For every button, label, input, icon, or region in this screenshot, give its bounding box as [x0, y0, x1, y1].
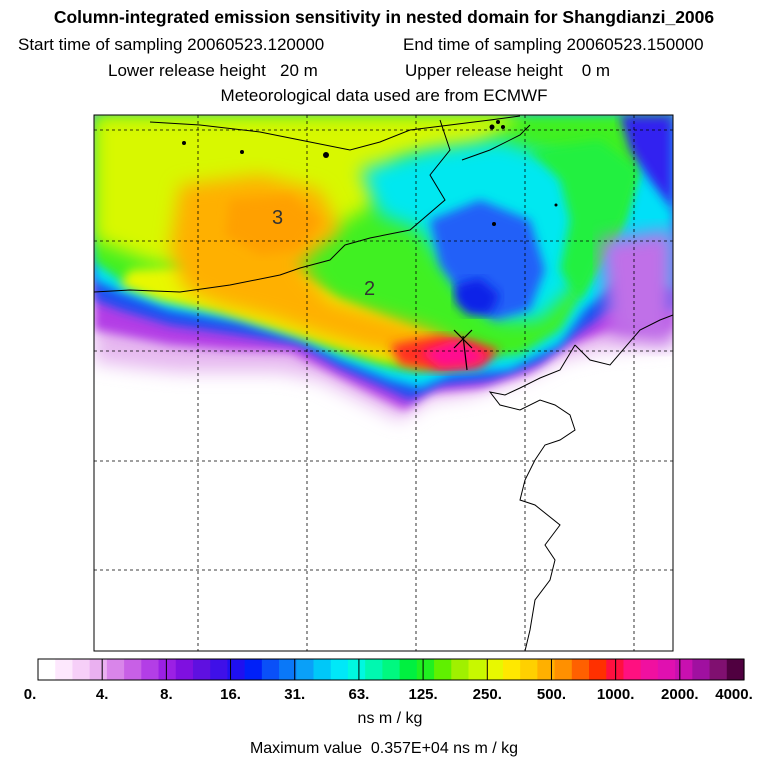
end-time-line: End time of sampling 20060523.150000: [403, 35, 704, 55]
colorbar-swatch: [192, 659, 211, 680]
colorbar-swatch: [675, 659, 693, 680]
upper-height-value: 0 m: [581, 61, 611, 80]
contour-label-3: 3: [272, 207, 284, 229]
max-value-line: Maximum value 0.357E+04 ns m / kg: [0, 740, 768, 758]
colorbar-swatch: [365, 659, 383, 680]
max-value-label: Maximum value: [249, 740, 362, 757]
colorbar-tick-label: 250.: [472, 686, 502, 703]
colorbar-swatch: [72, 659, 91, 680]
colorbar-tick-label: 500.: [536, 686, 567, 703]
colorbar-swatch: [124, 659, 142, 680]
receptor-marker: [453, 329, 473, 371]
start-time-value: 20060523.120000: [187, 35, 325, 54]
colorbar-swatch: [434, 659, 452, 680]
colorbar-swatch: [106, 659, 125, 680]
field-right-fringe: [600, 230, 673, 345]
colorbar-swatch: [279, 659, 297, 680]
met-data-line: Meteorological data used are from ECMWF: [220, 86, 548, 105]
colorbar-swatch: [554, 659, 573, 680]
colorbar-swatch: [261, 659, 280, 680]
colorbar-swatch: [726, 659, 745, 680]
colorbar-swatch: [657, 659, 676, 680]
lower-height-line: Lower release height 20 m: [108, 61, 318, 81]
colorbar-swatch: [38, 659, 56, 680]
field-blue-core: [455, 278, 500, 315]
colorbar-tick-label: 4.: [95, 686, 109, 703]
colorbar-swatch: [640, 659, 659, 680]
chart-title: Column-integrated emission sensitivity i…: [53, 7, 715, 27]
upper-height-line: Upper release height 0 m: [405, 61, 610, 81]
colorbar-swatch: [537, 659, 556, 680]
colorbar-swatch: [589, 659, 607, 680]
colorbar-swatch: [141, 659, 160, 680]
colorbar-swatch: [89, 659, 108, 680]
sensitivity-field: [94, 115, 673, 420]
colorbar-swatch: [296, 659, 315, 680]
contour-label-2: 2: [364, 278, 376, 300]
field-orange-core: [225, 195, 320, 255]
colorbar: [37, 658, 745, 681]
field-magenta-core: [420, 340, 490, 368]
map-borders: [93, 115, 674, 652]
colorbar-swatch: [571, 659, 590, 680]
colorbar-swatch: [227, 659, 246, 680]
colorbar-swatch: [175, 659, 194, 680]
map-grid: [94, 115, 673, 651]
plot-frame: [93, 114, 674, 652]
colorbar-swatch: [451, 659, 470, 680]
colorbar-swatch: [709, 659, 728, 680]
colorbar-unit: ns m / kg: [357, 710, 423, 727]
lower-height-label: Lower release height: [108, 61, 266, 80]
colorbar-swatch: [692, 659, 711, 680]
colorbar-swatch: [55, 659, 74, 680]
colorbar-tick-label: 125.: [408, 686, 438, 703]
colorbar-tick-label: 31.: [284, 686, 306, 703]
colorbar-swatch: [623, 659, 642, 680]
lower-height-value: 20 m: [280, 61, 318, 80]
colorbar-swatch: [382, 659, 401, 680]
map-islands: [182, 120, 558, 226]
colorbar-tick-label: 63.: [348, 686, 370, 703]
field-green-arc: [530, 140, 640, 300]
colorbar-swatch: [416, 659, 435, 680]
max-value: 0.357E+04 ns m / kg: [370, 740, 519, 757]
colorbar-swatch: [347, 659, 366, 680]
colorbar-swatch: [330, 659, 349, 680]
start-time-line: Start time of sampling 20060523.120000: [18, 35, 324, 55]
colorbar-swatch: [399, 659, 418, 680]
colorbar-swatch: [502, 659, 521, 680]
end-time-label: End time of sampling: [403, 35, 562, 54]
field-corner-blue: [620, 115, 673, 210]
colorbar-swatch: [210, 659, 229, 680]
colorbar-tick-label: 2000.: [661, 686, 699, 703]
colorbar-swatch: [485, 659, 504, 680]
colorbar-swatch: [244, 659, 263, 680]
end-time-value: 20060523.150000: [566, 35, 704, 54]
colorbar-swatch: [313, 659, 332, 680]
colorbar-swatch: [520, 659, 538, 680]
colorbar-swatch: [468, 659, 487, 680]
colorbar-tick-label: 0.: [23, 686, 37, 703]
colorbar-tick-label: 4000.: [715, 686, 753, 703]
colorbar-tick-label: 16.: [220, 686, 241, 703]
upper-height-label: Upper release height: [405, 61, 563, 80]
colorbar-swatch: [158, 659, 177, 680]
colorbar-tick-label: 8.: [160, 686, 173, 703]
colorbar-tick-label: 1000.: [596, 686, 635, 703]
colorbar-frame: [37, 658, 745, 681]
start-time-label: Start time of sampling: [18, 35, 183, 54]
